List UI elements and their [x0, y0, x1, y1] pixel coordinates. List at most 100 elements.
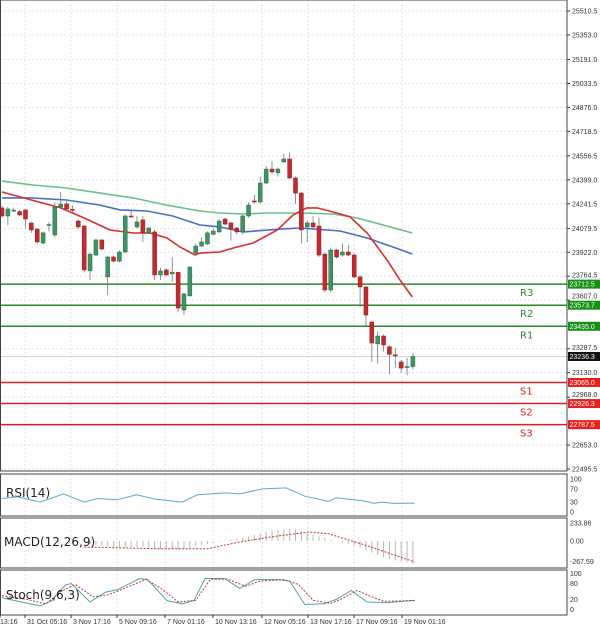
bearish-candle: [64, 200, 69, 211]
price-tick-label: 23922.0: [572, 250, 597, 257]
bearish-candle: [34, 228, 40, 244]
bearish-candle: [164, 268, 169, 277]
candle-body: [281, 158, 287, 163]
time-tick-label: 3 Nov 17:16: [73, 619, 111, 626]
bullish-candle: [158, 267, 163, 280]
candle-body: [46, 224, 52, 226]
rsi-tick-label: 70: [570, 486, 578, 493]
bullish-candle: [193, 243, 198, 255]
candle-body: [193, 245, 198, 254]
bullish-candle: [117, 250, 122, 263]
bullish-candle: [58, 191, 63, 209]
bearish-candle: [369, 320, 375, 362]
time-tick-label: 31 Oct 05:16: [27, 619, 67, 626]
price-tick-label: 22968.0: [572, 392, 597, 399]
bullish-candle: [5, 207, 11, 226]
bullish-candle: [240, 214, 245, 235]
bearish-candle: [322, 252, 328, 293]
bearish-candle: [299, 191, 304, 244]
current-price-box: [568, 351, 600, 361]
candle-body: [187, 266, 193, 297]
bearish-candle: [99, 238, 105, 251]
time-tick-label: 10 Nov 13:16: [215, 619, 257, 626]
price-tick-label: 23287.5: [572, 345, 597, 352]
support-resistance-levels: R3 23712.5 R2 23573.7 R1 23435.0 S1 23065.0 S2 22…: [0, 279, 600, 440]
level-label: S3: [520, 429, 533, 440]
candle-body: [17, 211, 22, 216]
macd-signal-line: [84, 531, 415, 563]
bullish-candle: [340, 243, 345, 257]
candle-body: [175, 272, 181, 309]
stoch-tick-label: 20: [570, 597, 578, 604]
level-label: R1: [520, 330, 533, 341]
time-tick-label: 12 Nov 05:16: [264, 619, 306, 626]
bearish-candle: [29, 222, 34, 233]
macd-tick-label: 233.86: [570, 520, 592, 527]
candle-body: [346, 251, 351, 256]
candle-body: [269, 168, 275, 173]
macd-label: MACD(12,26,9): [4, 535, 95, 549]
candle-body: [140, 219, 146, 234]
bullish-candle: [146, 226, 151, 235]
candle-body: [52, 206, 58, 236]
indicator-panels: RSI(14) 100 70 30 0 MACD(12,26,9) 233.86 0.00 -2…: [1, 477, 594, 614]
time-tick-label: 13:16: [0, 619, 18, 626]
bearish-candle: [351, 253, 357, 279]
bearish-candle: [152, 229, 157, 280]
bearish-candle: [111, 255, 116, 263]
level-price: 23573.7: [570, 303, 595, 310]
panel-frame: [0, 0, 568, 472]
bullish-candle: [52, 202, 58, 238]
macd-tick-label: 0.00: [570, 539, 584, 546]
time-tick-label: 7 Nov 01:16: [167, 619, 205, 626]
bullish-candle: [123, 214, 128, 254]
bearish-candle: [357, 275, 363, 308]
bearish-candle: [363, 286, 369, 326]
price-tick-label: 23130.0: [572, 370, 597, 377]
price-tick-label: 24556.5: [572, 153, 597, 160]
bearish-candle: [234, 226, 240, 235]
price-tick-label: 24079.5: [572, 226, 597, 233]
bullish-candle: [246, 202, 251, 218]
bearish-candle: [287, 152, 292, 179]
bullish-candle: [275, 167, 281, 177]
candle-body: [275, 168, 281, 174]
price-tick-label: 24241.5: [572, 201, 597, 208]
candle-body: [169, 272, 175, 275]
candle-body: [123, 215, 128, 253]
time-tick-label: 19 Nov 01:16: [404, 619, 446, 626]
price-tick-label: 23764.5: [572, 273, 597, 280]
level-price: 22787.5: [570, 422, 595, 429]
candle-body: [322, 253, 328, 291]
bearish-candle: [228, 221, 234, 241]
candle-body: [287, 158, 292, 179]
price-tick-label: 25191.0: [572, 57, 597, 64]
candle-body: [387, 346, 392, 355]
level-label: S2: [520, 408, 533, 419]
price-axis: 25510.5 25353.0 25191.0 25033.5 24876.0 24718…: [567, 9, 597, 473]
bearish-candle: [381, 334, 386, 352]
candles: [0, 152, 416, 376]
bearish-candle: [0, 205, 5, 218]
candle-body: [404, 366, 410, 368]
moving-average-ma_mid: [2, 197, 413, 255]
candle-body: [117, 251, 122, 262]
candle-body: [246, 204, 251, 217]
bearish-candle: [23, 209, 28, 229]
stoch-main-line: [1, 577, 415, 607]
grid: [0, 0, 567, 615]
level-price-box: [568, 399, 600, 409]
price-tick-label: 24718.5: [572, 129, 597, 136]
bullish-candle: [281, 153, 287, 163]
candle-body: [363, 286, 369, 316]
price-tick-label: 25033.5: [572, 81, 597, 88]
candle-body: [164, 269, 169, 276]
stoch-tick-label: 80: [570, 581, 578, 588]
candle-body: [5, 208, 11, 217]
candle-body: [334, 249, 339, 258]
bullish-candle: [410, 352, 416, 370]
time-tick-label: 17 Nov 09:16: [356, 619, 398, 626]
candle-body: [11, 209, 16, 212]
candle-body: [393, 354, 398, 357]
candle-body: [111, 256, 116, 262]
